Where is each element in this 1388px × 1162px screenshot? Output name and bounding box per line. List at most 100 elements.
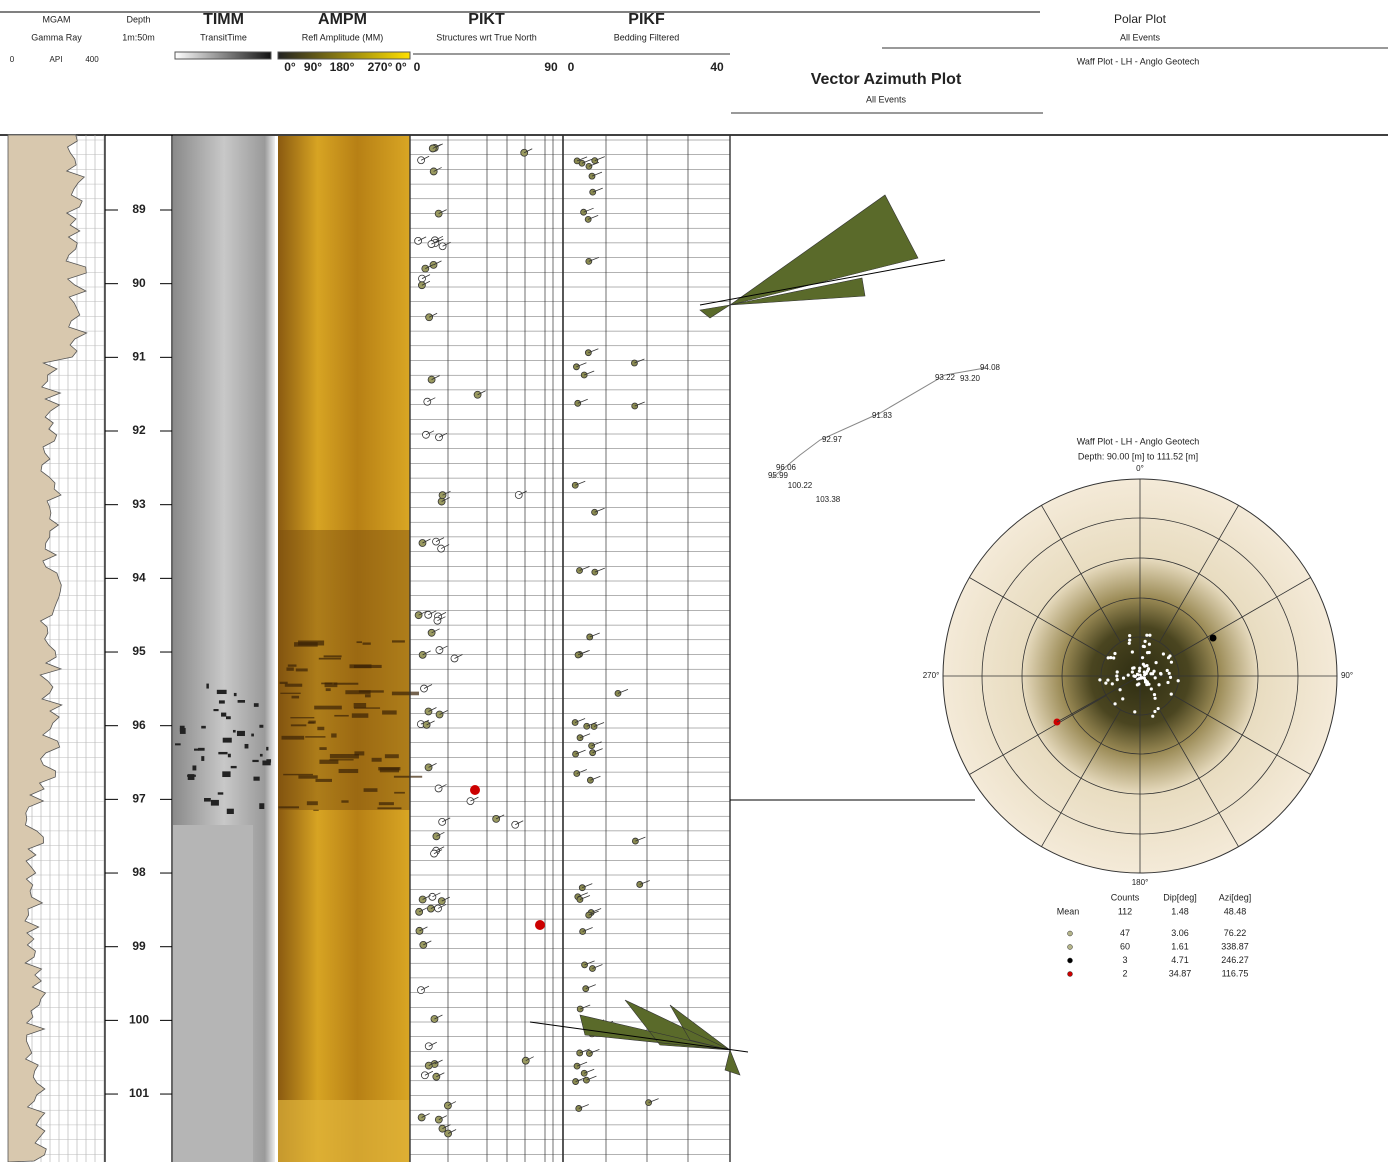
label: 97: [132, 792, 146, 806]
timm-speckle: [213, 709, 218, 711]
timm-speckle: [237, 731, 245, 736]
ampm-streak: [394, 792, 405, 794]
timm-image-lower: [173, 825, 253, 1162]
ampm-streak: [394, 776, 422, 778]
pole: [1170, 661, 1173, 664]
pole: [1127, 673, 1130, 676]
ampm-streak: [326, 688, 331, 691]
label: Refl Amplitude (MM): [302, 32, 384, 42]
pole: [1109, 656, 1112, 659]
label: 112: [1118, 906, 1132, 916]
pole: [1152, 670, 1155, 673]
pole: [1113, 652, 1116, 655]
ampm-streak: [382, 710, 397, 714]
label: 94.08: [980, 363, 1001, 372]
label: 0°: [395, 60, 407, 74]
label: PIKT: [468, 11, 505, 28]
label: 48.48: [1224, 906, 1247, 916]
ampm-streak: [288, 664, 297, 666]
timm-speckle: [223, 738, 232, 743]
label: 93.22: [935, 373, 956, 382]
timm-speckle: [194, 749, 199, 751]
pole: [1167, 656, 1170, 659]
label: 0: [414, 60, 421, 74]
timm-speckle: [175, 743, 181, 745]
ampm-streak: [363, 642, 371, 644]
ampm-streak: [313, 810, 318, 811]
timm-speckle: [252, 760, 258, 762]
label: 96: [132, 718, 146, 732]
pole: [1150, 687, 1153, 690]
label: All Events: [1120, 32, 1161, 42]
label: All Events: [866, 94, 907, 104]
ampm-streak: [354, 665, 382, 668]
ampm-streak: [372, 758, 382, 762]
ampm-streak: [354, 703, 366, 708]
label: 180°: [330, 60, 355, 74]
ampm-streak: [282, 736, 305, 740]
label: 89: [132, 202, 146, 216]
label: 93.20: [960, 374, 981, 383]
timm-speckle: [198, 748, 205, 751]
pole: [1113, 702, 1116, 705]
pole: [1166, 669, 1169, 672]
pole: [1166, 681, 1169, 684]
ampm-streak: [334, 715, 348, 717]
timm-speckle: [218, 752, 227, 754]
label: 76.22: [1224, 928, 1247, 938]
label: 94: [132, 571, 146, 585]
ampm-streak: [377, 807, 401, 809]
scale-bar: [278, 52, 410, 59]
timm-speckle: [201, 726, 206, 729]
timm-speckle: [211, 800, 219, 806]
pole: [1112, 656, 1115, 659]
pole: [1154, 676, 1157, 679]
ampm-streak: [354, 707, 380, 708]
label: 90: [544, 60, 558, 74]
label: Structures wrt True North: [436, 32, 537, 42]
pole: [1142, 663, 1145, 666]
label: Depth: [126, 14, 150, 24]
timm-speckle: [221, 713, 226, 717]
ampm-streak: [345, 690, 370, 694]
timm-speckle: [266, 747, 268, 751]
pole: [1144, 640, 1147, 643]
ampm-streak: [334, 683, 359, 685]
pole: [1148, 634, 1151, 637]
ampm-streak: [286, 667, 293, 670]
pole: [1143, 670, 1146, 673]
pole: [1131, 650, 1134, 653]
pole: [1157, 707, 1160, 710]
ampm-streak: [319, 658, 341, 660]
ampm-streak: [296, 668, 308, 671]
label: Counts: [1111, 892, 1140, 902]
label: 1m:50m: [122, 32, 155, 42]
pole: [1162, 652, 1165, 655]
timm-speckle: [238, 700, 245, 703]
ampm-streak: [378, 767, 400, 770]
ampm-streak: [341, 800, 348, 802]
label: 93: [132, 497, 146, 511]
gamma-ray-curve: [8, 135, 87, 1162]
timm-speckle: [228, 754, 231, 758]
pole: [1146, 651, 1149, 654]
label: 98: [132, 865, 146, 879]
pole: [1116, 670, 1119, 673]
ampm-streak: [379, 802, 394, 805]
ampm-streak: [305, 736, 325, 737]
timm-speckle: [253, 777, 259, 781]
ampm-streak: [339, 769, 359, 773]
label: 99: [132, 939, 146, 953]
ampm-streak: [308, 722, 315, 723]
pole: [1143, 673, 1146, 676]
ampm-streak: [385, 754, 399, 758]
well-log-display: MGAMGamma RayDepth1m:50mTIMMTransitTimeA…: [0, 0, 1388, 1162]
ampm-streak: [285, 684, 302, 687]
timm-speckle: [266, 759, 271, 762]
label: Bedding Filtered: [614, 32, 680, 42]
timm-speckle: [226, 716, 231, 719]
timm-speckle: [260, 754, 263, 757]
timm-speckle: [233, 730, 236, 733]
pole: [1143, 677, 1146, 680]
pole: [1151, 715, 1154, 718]
